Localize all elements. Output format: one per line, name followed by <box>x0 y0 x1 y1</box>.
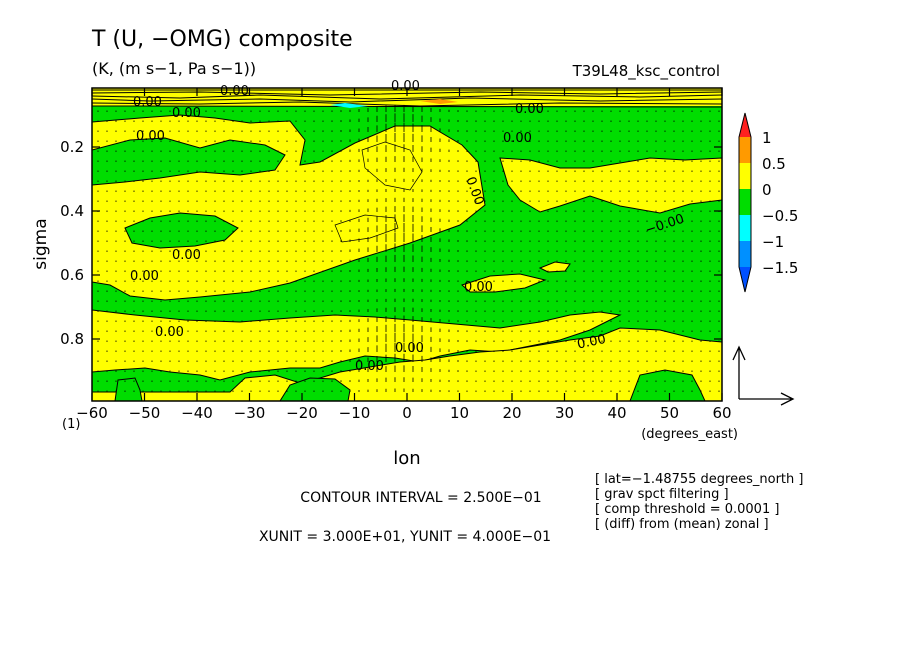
x-tick-label: −30 <box>234 404 266 422</box>
note-line: [ (diff) from (mean) zonal ] <box>595 517 769 532</box>
contour-label: 0.00 <box>515 102 544 117</box>
contour-label: 0.00 <box>136 129 165 144</box>
colorbar-label: 1 <box>762 129 772 147</box>
contour-interval: CONTOUR INTERVAL = 2.500E−01 <box>300 490 541 506</box>
note-line: [ comp threshold = 0.0001 ] <box>595 502 779 517</box>
colorbar-segment <box>739 241 751 267</box>
colorbar-segment <box>739 137 751 163</box>
x-axis-label: lon <box>393 448 420 469</box>
colorbar-outline <box>738 112 752 293</box>
colorbar-top-triangle <box>739 113 751 137</box>
reference-vector-right <box>739 392 795 406</box>
contour-label: 0.00 <box>130 269 159 284</box>
y-axis: 0.2 0.4 0.6 0.8 sigma <box>31 138 722 348</box>
contour-label: 0.00 <box>172 106 201 121</box>
x-tick-label: 20 <box>502 404 521 422</box>
green-hole-bottom-right <box>629 369 706 401</box>
colorbar-label: −1 <box>762 233 784 251</box>
reference-vector-up <box>732 345 746 399</box>
y-tick-label: 0.6 <box>60 266 84 284</box>
chart-units: (K, (m s−1, Pa s−1)) <box>92 59 256 78</box>
x-tick-label: −50 <box>129 404 161 422</box>
x-tick-label: 40 <box>607 404 626 422</box>
positive-region-bottom-band <box>92 327 722 401</box>
green-hole-mid-left <box>124 212 239 249</box>
contour-label: 0.00 <box>391 79 420 94</box>
y-tick-label: 0.8 <box>60 330 84 348</box>
vector-units: XUNIT = 3.000E+01, YUNIT = 4.000E−01 <box>259 529 551 545</box>
reference-vector <box>732 345 795 406</box>
page-marker: (1) <box>62 417 80 432</box>
colorbar: 1 0.5 0 −0.5 −1 −1.5 <box>738 112 798 293</box>
x-tick-label: 0 <box>402 404 412 422</box>
colorbar-label: 0.5 <box>762 155 786 173</box>
y-tick-label: 0.2 <box>60 138 84 156</box>
experiment-name: T39L48_ksc_control <box>572 62 720 81</box>
x-tick-label: 30 <box>555 404 574 422</box>
upper-band-positive-streak <box>420 99 458 104</box>
contour-label: 0.00 <box>576 332 607 353</box>
x-tick-label: 10 <box>450 404 469 422</box>
contour-label: 0.00 <box>464 280 493 295</box>
contour-label: 0.00 <box>155 325 184 340</box>
note-line: [ grav spct filtering ] <box>595 487 729 502</box>
colorbar-segment <box>739 189 751 215</box>
note-line: [ lat=−1.48755 degrees_north ] <box>595 472 803 487</box>
x-tick-label: −60 <box>76 404 108 422</box>
x-tick-label: −20 <box>286 404 318 422</box>
colorbar-segment <box>739 163 751 189</box>
colorbar-label: −0.5 <box>762 207 798 225</box>
green-hole-upper-left <box>92 137 286 186</box>
positive-region-right-upper <box>499 157 722 214</box>
contour-label: 0.00 <box>220 84 249 99</box>
contour-label: 0.00 <box>172 248 201 263</box>
x-tick-label: −40 <box>181 404 213 422</box>
contour-label: 0.00 <box>133 95 162 110</box>
vector-field <box>97 104 720 392</box>
colorbar-label: −1.5 <box>762 259 798 277</box>
x-tick-label: 60 <box>712 404 731 422</box>
x-axis: (1) (degrees_east) lon −60 −50 −40 −30 −20 −1… <box>62 88 738 469</box>
contour-label: 0.00 <box>395 341 424 356</box>
y-tick-label: 0.4 <box>60 202 84 220</box>
contour-label: 0.00 <box>503 131 532 146</box>
colorbar-label: 0 <box>762 181 772 199</box>
upper-band-negative-streak <box>330 103 368 108</box>
positive-blob-small-b <box>538 261 571 273</box>
colorbar-bottom-triangle <box>739 267 751 292</box>
y-axis-label: sigma <box>31 218 51 269</box>
x-tick-label: 50 <box>660 404 679 422</box>
green-hole-bottom-center <box>279 377 351 401</box>
x-axis-unit: (degrees_east) <box>641 427 738 442</box>
x-tick-label: −10 <box>339 404 371 422</box>
positive-blob-small-a <box>461 273 547 293</box>
colorbar-segment <box>739 215 751 241</box>
chart-title: T (U, −OMG) composite <box>91 27 353 52</box>
thin-contour-lower <box>334 214 399 243</box>
green-hole-bottom-left <box>114 377 143 401</box>
contour-label: 0.00 <box>355 359 384 374</box>
